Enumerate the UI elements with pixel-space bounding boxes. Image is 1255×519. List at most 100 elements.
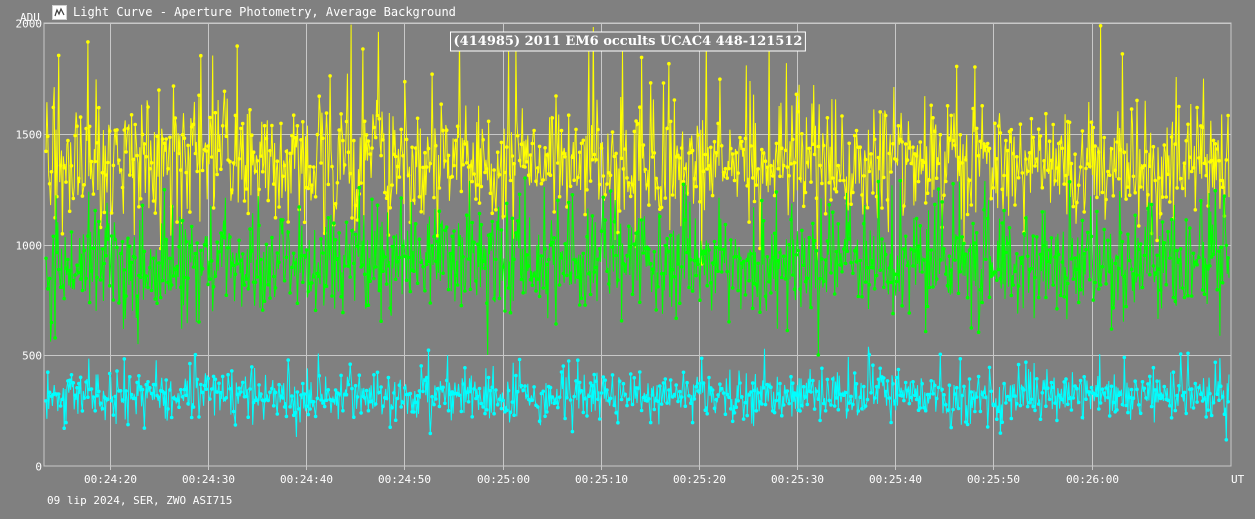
series-point — [135, 153, 139, 158]
series-point — [266, 282, 271, 287]
series-point — [1133, 213, 1137, 218]
series-point — [519, 277, 524, 282]
series-point — [914, 154, 919, 158]
series-point — [852, 133, 857, 138]
series-point — [883, 113, 888, 118]
series-point — [1129, 387, 1134, 392]
series-point — [441, 271, 445, 276]
series-point — [608, 396, 613, 401]
series-point — [286, 230, 291, 234]
series-point — [678, 389, 682, 394]
series-point — [585, 234, 589, 239]
series-point — [778, 250, 782, 255]
series-point — [625, 403, 629, 408]
series-point — [295, 301, 300, 306]
series-point — [1098, 401, 1103, 405]
series-point — [169, 283, 174, 287]
series-point — [319, 237, 323, 241]
series-point — [268, 149, 272, 153]
series-point — [315, 132, 320, 137]
series-point — [679, 395, 684, 399]
series-point — [346, 264, 351, 268]
series-point — [526, 173, 531, 177]
series-point — [825, 377, 830, 382]
series-point — [403, 254, 407, 259]
series-point — [1222, 412, 1227, 417]
series-point — [554, 401, 558, 405]
series-point — [228, 235, 232, 239]
series-point — [392, 235, 396, 239]
series-point — [831, 176, 835, 180]
series-point — [224, 396, 229, 400]
series-point — [1166, 172, 1170, 177]
series-point — [863, 404, 868, 408]
series-point — [745, 184, 749, 188]
series-point — [401, 154, 405, 158]
series-point — [1080, 218, 1085, 223]
series-point — [998, 276, 1003, 281]
series-point — [996, 267, 1001, 272]
series-point — [743, 400, 748, 405]
series-point — [838, 178, 842, 183]
series-point — [78, 277, 83, 281]
series-point — [171, 274, 176, 278]
series-point — [313, 414, 318, 419]
series-point — [195, 169, 199, 174]
series-point — [1064, 276, 1068, 280]
series-point — [623, 147, 627, 151]
series-point — [978, 287, 983, 292]
series-point — [424, 262, 429, 267]
series-point — [452, 163, 456, 168]
series-point — [663, 377, 668, 381]
series-point — [863, 280, 868, 284]
series-point — [820, 366, 824, 371]
series-point — [958, 357, 963, 361]
series-point — [341, 310, 345, 315]
series-point — [495, 226, 500, 231]
series-point — [129, 260, 134, 265]
series-point — [1029, 266, 1034, 271]
series-point — [818, 163, 822, 168]
series-point — [109, 211, 114, 215]
series-point — [117, 158, 121, 162]
series-point — [854, 128, 859, 133]
series-point — [180, 218, 185, 223]
series-point — [193, 251, 198, 256]
series-point — [67, 378, 72, 383]
series-point — [964, 252, 968, 256]
series-point — [556, 161, 560, 165]
series-point — [607, 171, 611, 175]
series-point — [75, 263, 79, 268]
series-point — [962, 384, 966, 389]
series-point — [1044, 404, 1048, 409]
series-point — [745, 258, 749, 263]
series-point — [208, 277, 212, 281]
series-point — [1160, 220, 1165, 224]
series-point — [1169, 217, 1174, 222]
series-point — [126, 422, 130, 427]
series-point — [1076, 300, 1081, 305]
series-point — [749, 144, 753, 148]
series-point — [616, 230, 620, 235]
series-point — [652, 407, 657, 412]
series-point — [541, 178, 545, 182]
series-point — [299, 138, 303, 142]
series-point — [761, 219, 766, 223]
series-point — [1109, 147, 1114, 151]
series-point — [1124, 197, 1128, 201]
series-point — [849, 394, 853, 399]
series-point — [1046, 168, 1050, 173]
series-point — [306, 186, 311, 191]
series-point — [894, 158, 899, 162]
series-point — [867, 169, 872, 174]
series-point — [115, 128, 119, 132]
series-point — [1035, 235, 1039, 239]
series-point — [239, 258, 243, 263]
series-point — [998, 431, 1003, 435]
series-point — [894, 279, 899, 284]
series-point — [231, 161, 236, 165]
series-point — [56, 392, 61, 396]
series-point — [1122, 274, 1127, 279]
series-point — [803, 395, 808, 399]
series-point — [821, 143, 826, 148]
